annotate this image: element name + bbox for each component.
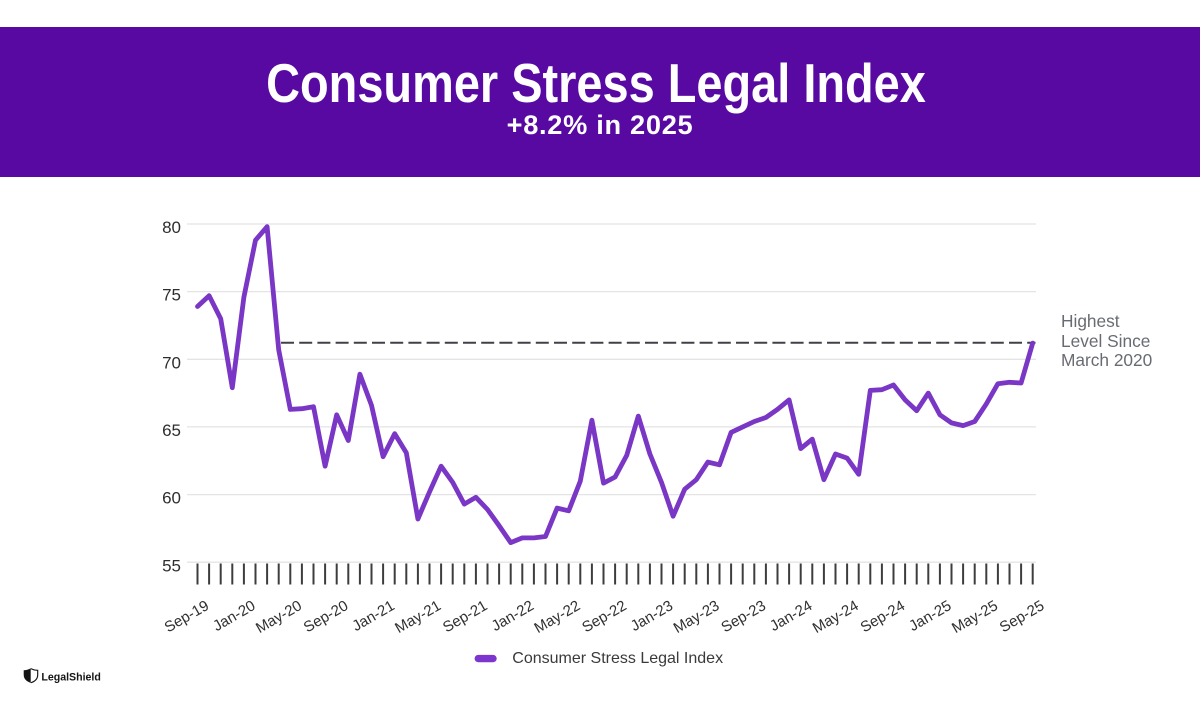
svg-text:80: 80 <box>162 218 181 237</box>
svg-text:Sep-23: Sep-23 <box>718 597 768 636</box>
svg-text:Sep-24: Sep-24 <box>858 597 908 636</box>
svg-text:Jan-25: Jan-25 <box>906 597 954 635</box>
svg-text:65: 65 <box>162 421 181 440</box>
svg-text:LegalShield: LegalShield <box>41 671 100 683</box>
svg-text:May-25: May-25 <box>949 597 1001 637</box>
svg-text:Sep-19: Sep-19 <box>162 597 212 636</box>
svg-text:May-20: May-20 <box>253 597 305 637</box>
svg-text:Sep-22: Sep-22 <box>579 597 629 636</box>
svg-text:Consumer Stress Legal Index: Consumer Stress Legal Index <box>512 649 723 666</box>
svg-text:May-24: May-24 <box>810 597 862 637</box>
svg-text:May-22: May-22 <box>531 597 583 637</box>
svg-text:Sep-20: Sep-20 <box>301 597 351 636</box>
svg-text:Jan-21: Jan-21 <box>349 597 397 635</box>
svg-text:Jan-22: Jan-22 <box>489 597 537 635</box>
svg-text:60: 60 <box>162 489 181 508</box>
svg-text:Jan-20: Jan-20 <box>210 597 258 635</box>
svg-text:Sep-21: Sep-21 <box>440 597 490 636</box>
svg-text:May-21: May-21 <box>392 597 444 637</box>
svg-text:Jan-23: Jan-23 <box>628 597 676 635</box>
svg-text:May-23: May-23 <box>671 597 723 637</box>
svg-text:70: 70 <box>162 353 181 372</box>
svg-text:Jan-24: Jan-24 <box>767 597 815 635</box>
svg-text:Sep-25: Sep-25 <box>997 597 1047 636</box>
svg-text:75: 75 <box>162 286 181 305</box>
svg-text:55: 55 <box>162 556 181 575</box>
